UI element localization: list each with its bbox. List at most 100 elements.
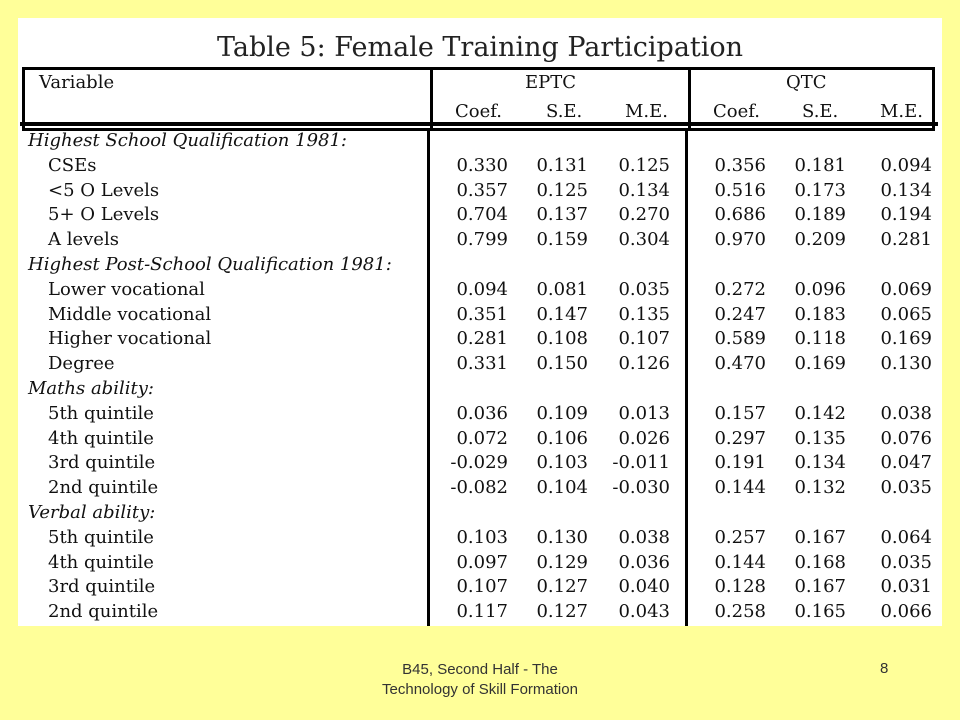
cell-value: 0.134 [618, 179, 670, 201]
table-row: <5 O Levels 0.357 0.125 0.134 0.516 0.173 0.13… [18, 180, 942, 204]
cell-value: 0.097 [456, 551, 508, 573]
page-number: 8 [880, 660, 889, 677]
body-divider-right [685, 128, 688, 626]
table-row: 4th quintile 0.072 0.106 0.026 0.297 0.135 0.0… [18, 428, 942, 452]
cell-value: 0.117 [456, 601, 508, 623]
cell-value: 0.035 [618, 278, 670, 300]
cell-value: 0.066 [880, 601, 932, 623]
row-label: 2nd quintile [48, 477, 159, 499]
section-row: Verbal ability: [18, 502, 942, 526]
footer-line-1: B45, Second Half - The [402, 661, 558, 678]
row-label: Higher vocational [48, 328, 212, 350]
cell-value: 0.076 [880, 427, 932, 449]
cell-value: 0.125 [618, 154, 670, 176]
cell-value: 0.132 [794, 477, 846, 499]
cell-value: 0.069 [880, 278, 932, 300]
cell-value: 0.094 [880, 154, 932, 176]
cell-value: 0.038 [618, 526, 670, 548]
cell-value: -0.011 [612, 452, 670, 474]
cell-value: 0.127 [536, 576, 588, 598]
body-divider-left [427, 128, 430, 626]
section-row: Highest Post-School Qualification 1981: [18, 254, 942, 278]
cell-value: 0.144 [714, 551, 766, 573]
cell-value: 0.043 [618, 601, 670, 623]
cell-value: 0.072 [456, 427, 508, 449]
header-body-rule [20, 122, 938, 126]
section-label: Highest Post-School Qualification 1981: [28, 254, 392, 275]
cell-value: 0.331 [456, 353, 508, 375]
cell-value: 0.036 [456, 402, 508, 424]
cell-value: 0.270 [618, 204, 670, 226]
cell-value: 0.159 [536, 229, 588, 251]
header-col-coef: Coef. [713, 101, 761, 122]
row-label: Degree [48, 353, 115, 375]
cell-value: 0.351 [456, 303, 508, 325]
header-divider-right [688, 70, 691, 128]
row-label: Middle vocational [48, 303, 212, 325]
cell-value: -0.030 [612, 477, 670, 499]
table-image: Table 5: Female Training Participation V… [18, 18, 942, 626]
header-divider-left [430, 70, 433, 128]
table-row: 2nd quintile 0.117 0.127 0.043 0.258 0.165 0.0… [18, 601, 942, 625]
cell-value: 0.167 [794, 576, 846, 598]
cell-value: 0.258 [714, 601, 766, 623]
cell-value: 0.150 [536, 353, 588, 375]
cell-value: 0.183 [794, 303, 846, 325]
header-col-me: M.E. [625, 101, 669, 122]
table-row: Degree 0.331 0.150 0.126 0.470 0.169 0.130 [18, 353, 942, 377]
row-label: 3rd quintile [48, 452, 156, 474]
cell-value: 0.038 [880, 402, 932, 424]
cell-value: 0.169 [794, 353, 846, 375]
cell-value: 0.704 [456, 204, 508, 226]
table-title: Table 5: Female Training Participation [216, 32, 744, 63]
cell-value: 0.026 [618, 427, 670, 449]
cell-value: 0.104 [536, 477, 588, 499]
table-row: Higher vocational 0.281 0.108 0.107 0.589 0.1… [18, 328, 942, 352]
header-col-se: S.E. [802, 101, 839, 122]
cell-value: 0.129 [536, 551, 588, 573]
cell-value: 0.065 [880, 303, 932, 325]
cell-value: 0.103 [456, 526, 508, 548]
cell-value: 0.169 [880, 328, 932, 350]
cell-value: 0.031 [880, 576, 932, 598]
table-header: Variable EPTC QTC Coef. S.E. M.E. Coef. … [22, 67, 935, 131]
table-row: 4th quintile 0.097 0.129 0.036 0.144 0.168 0.0… [18, 552, 942, 576]
header-group-qtc: QTC [786, 72, 827, 93]
cell-value: 0.181 [794, 154, 846, 176]
section-row: Highest School Qualification 1981: [18, 130, 942, 154]
row-label: 5+ O Levels [48, 204, 160, 226]
row-label: 2nd quintile [48, 601, 159, 623]
table-row: 3rd quintile -0.029 0.103 -0.011 0.191 0.134 0… [18, 452, 942, 476]
cell-value: 0.013 [618, 402, 670, 424]
section-label: Maths ability: [28, 378, 154, 399]
cell-value: 0.081 [536, 278, 588, 300]
table-row: CSEs 0.330 0.131 0.125 0.356 0.181 0.094 [18, 155, 942, 179]
table-row: 3rd quintile 0.107 0.127 0.040 0.128 0.167 0.0… [18, 576, 942, 600]
cell-value: 0.144 [714, 477, 766, 499]
table-row: 5th quintile 0.036 0.109 0.013 0.157 0.142 0.0… [18, 403, 942, 427]
cell-value: 0.134 [880, 179, 932, 201]
cell-value: 0.799 [456, 229, 508, 251]
section-row: Maths ability: [18, 378, 942, 402]
cell-value: -0.029 [450, 452, 508, 474]
cell-value: 0.131 [536, 154, 588, 176]
cell-value: 0.272 [714, 278, 766, 300]
cell-value: 0.209 [794, 229, 846, 251]
cell-value: 0.357 [456, 179, 508, 201]
cell-value: 0.035 [880, 477, 932, 499]
cell-value: 0.125 [536, 179, 588, 201]
row-label: 5th quintile [48, 402, 154, 424]
cell-value: 0.047 [880, 452, 932, 474]
row-label: <5 O Levels [48, 179, 160, 201]
cell-value: 0.135 [794, 427, 846, 449]
cell-value: 0.281 [456, 328, 508, 350]
slide-footer: B45, Second Half - The Technology of Ski… [340, 660, 620, 700]
cell-value: 0.189 [794, 204, 846, 226]
cell-value: 0.109 [536, 402, 588, 424]
cell-value: 0.036 [618, 551, 670, 573]
cell-value: 0.247 [714, 303, 766, 325]
cell-value: 0.107 [456, 576, 508, 598]
cell-value: 0.970 [714, 229, 766, 251]
table-row: A levels 0.799 0.159 0.304 0.970 0.209 0.281 [18, 229, 942, 253]
row-label: 3rd quintile [48, 576, 156, 598]
